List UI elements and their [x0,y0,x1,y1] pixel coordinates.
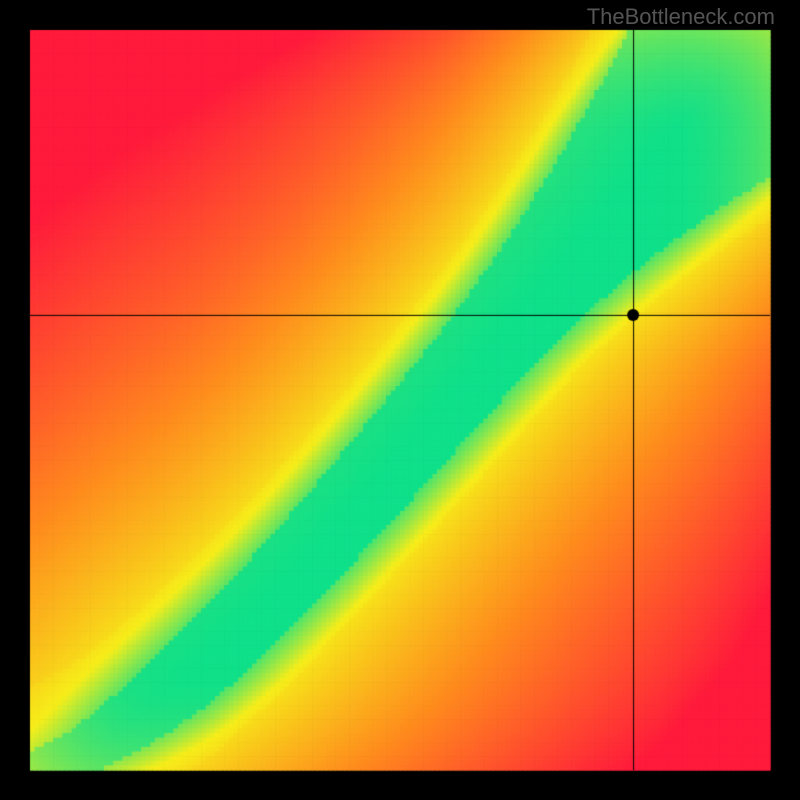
bottleneck-heatmap-container: { "watermark": "TheBottleneck.com", "can… [0,0,800,800]
watermark-text: TheBottleneck.com [587,4,775,30]
heatmap-canvas [0,0,800,800]
